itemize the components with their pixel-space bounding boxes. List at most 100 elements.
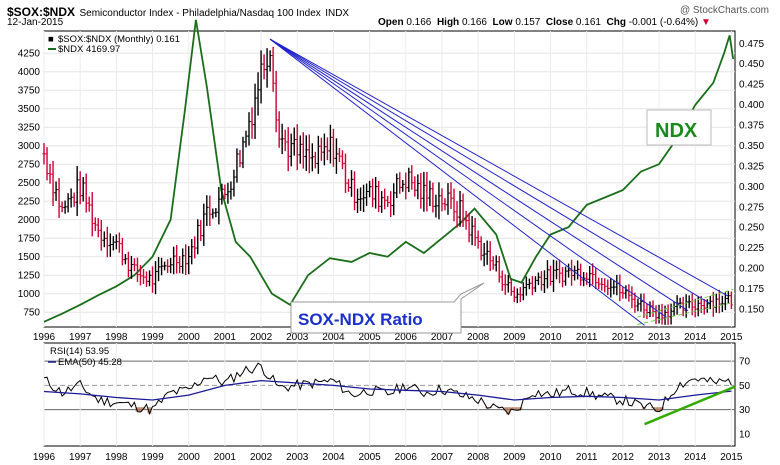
rsi-oversold-fill [147,407,152,414]
right-tick-label: 0.325 [739,161,764,172]
date-label: 12-Jan-2015 [7,17,64,28]
chg-label: Chg [606,17,626,28]
ndx-label-text: NDX [655,120,698,142]
trendline [269,38,729,297]
x-tick-label: 2005 [358,332,381,343]
rsi-x-tick-label: 2000 [178,452,201,463]
rsi-tick-label: 70 [739,357,751,368]
channel-lines [637,288,734,326]
right-tick-label: 0.300 [739,182,764,193]
ratio-series [42,46,733,325]
open-label: Open [378,17,404,28]
open-value: 0.166 [406,17,432,28]
channel-line [637,301,734,326]
price-left-axis: 750 1000 1250 1500 1750 2000 2250 2500 2750 3000 3… [18,49,41,319]
x-tick-label: 1997 [69,332,92,343]
right-tick-label: 0.450 [739,59,764,70]
x-tick-label: 2012 [612,332,635,343]
x-tick-label: 2004 [322,332,345,343]
x-tick-label: 2003 [286,332,309,343]
rsi-axis: 10 30 50 70 [739,357,751,441]
legend-ratio-entry: $SOX:$NDX (Monthly) 0.161 [58,34,180,45]
left-tick-label: 4000 [18,67,41,78]
right-tick-label: 0.425 [739,80,764,91]
rsi-oversold-fill [135,407,140,412]
rsi-x-tick-label: 2004 [322,452,345,463]
ndx-label-box: NDX [646,109,712,146]
rsi-oversold-fill [657,407,662,412]
right-tick-label: 0.400 [739,100,764,111]
x-tick-label: 1999 [141,332,164,343]
left-tick-label: 750 [23,308,40,319]
trendlines [269,38,729,326]
legend-ratio-icon: ■ [48,34,54,45]
x-tick-label: 2015 [720,332,743,343]
rsi-x-tick-label: 2012 [612,452,635,463]
stockcharts-watermark: @ StockCharts.com [680,5,769,16]
low-value: 0.157 [515,17,541,28]
rsi-x-tick-label: 1998 [105,452,128,463]
high-label: High [436,17,460,28]
description-label: Semiconductor Index - Philadelphia/Nasda… [79,8,321,19]
close-label: Close [545,17,574,28]
right-tick-label: 0.475 [739,39,764,50]
price-legend: ■ $SOX:$NDX (Monthly) 0.161 $NDX 4169.97 [48,34,180,55]
rsi-tick-label: 30 [739,405,751,416]
left-tick-label: 4250 [18,49,41,60]
rsi-x-tick-label: 2002 [250,452,273,463]
x-tick-label: 2008 [467,332,490,343]
x-tick-label: 2007 [431,332,454,343]
ndx-box [646,109,712,146]
close-value: 0.161 [575,17,601,28]
x-tick-label: 2006 [395,332,418,343]
rsi-oversold-fill [654,407,659,412]
right-tick-label: 0.225 [739,243,764,254]
callout-text: SOX-NDX Ratio [298,310,423,329]
title-line: $SOX:$NDX Semiconductor Index - Philadel… [7,3,349,21]
x-tick-label: 2011 [576,332,598,343]
ratio-callout: SOX-NDX Ratio [290,282,485,334]
rsi-x-tick-label: 2015 [720,452,743,463]
left-tick-label: 3500 [18,104,41,115]
left-tick-label: 1750 [18,234,41,245]
rsi-oversold-fill [506,407,511,415]
x-tick-label: 2009 [503,332,526,343]
rsi-x-axis: 1996 1997 1998 1999 2000 2001 2002 2003 2004 2005… [33,452,743,463]
left-tick-label: 1500 [18,252,41,263]
rsi-x-tick-label: 2008 [467,452,490,463]
rsi-oversold-fill [503,407,508,411]
legend-ndx-entry: $NDX 4169.97 [58,44,120,55]
ohlc-readout: Open 0.166 High 0.166 Low 0.157 Close 0.… [378,17,711,28]
right-tick-label: 0.375 [739,121,764,132]
ndx-line [43,19,735,323]
down-arrow-icon: ▼ [701,17,711,28]
rsi-x-tick-label: 2006 [395,452,418,463]
left-tick-label: 1250 [18,271,41,282]
rsi-series [43,362,736,426]
x-tick-label: 2001 [214,332,237,343]
trendline [269,38,710,304]
legend-ema-entry: EMA(50) 45.28 [58,357,122,368]
price-grid [43,31,735,327]
low-label: Low [492,17,513,28]
left-tick-label: 3000 [18,141,41,152]
left-tick-label: 3250 [18,123,41,134]
rsi-x-tick-label: 2001 [214,452,237,463]
ema-line [43,379,732,401]
right-tick-label: 0.350 [739,141,764,152]
right-tick-label: 0.175 [739,284,764,295]
right-tick-label: 0.200 [739,264,764,275]
rsi-oversold-fill [515,407,520,411]
rsi-oversold-fill [138,407,143,412]
x-tick-label: 1998 [105,332,128,343]
price-panel-frame [43,30,736,328]
left-tick-label: 2500 [18,178,41,189]
rsi-x-tick-label: 2010 [539,452,562,463]
x-tick-label: 2000 [178,332,201,343]
rsi-x-tick-label: 2014 [684,452,707,463]
rsi-x-tick-label: 2009 [503,452,526,463]
trendline [269,38,645,326]
rsi-tick-label: 10 [739,429,751,440]
index-code-label: INDX [325,8,350,19]
